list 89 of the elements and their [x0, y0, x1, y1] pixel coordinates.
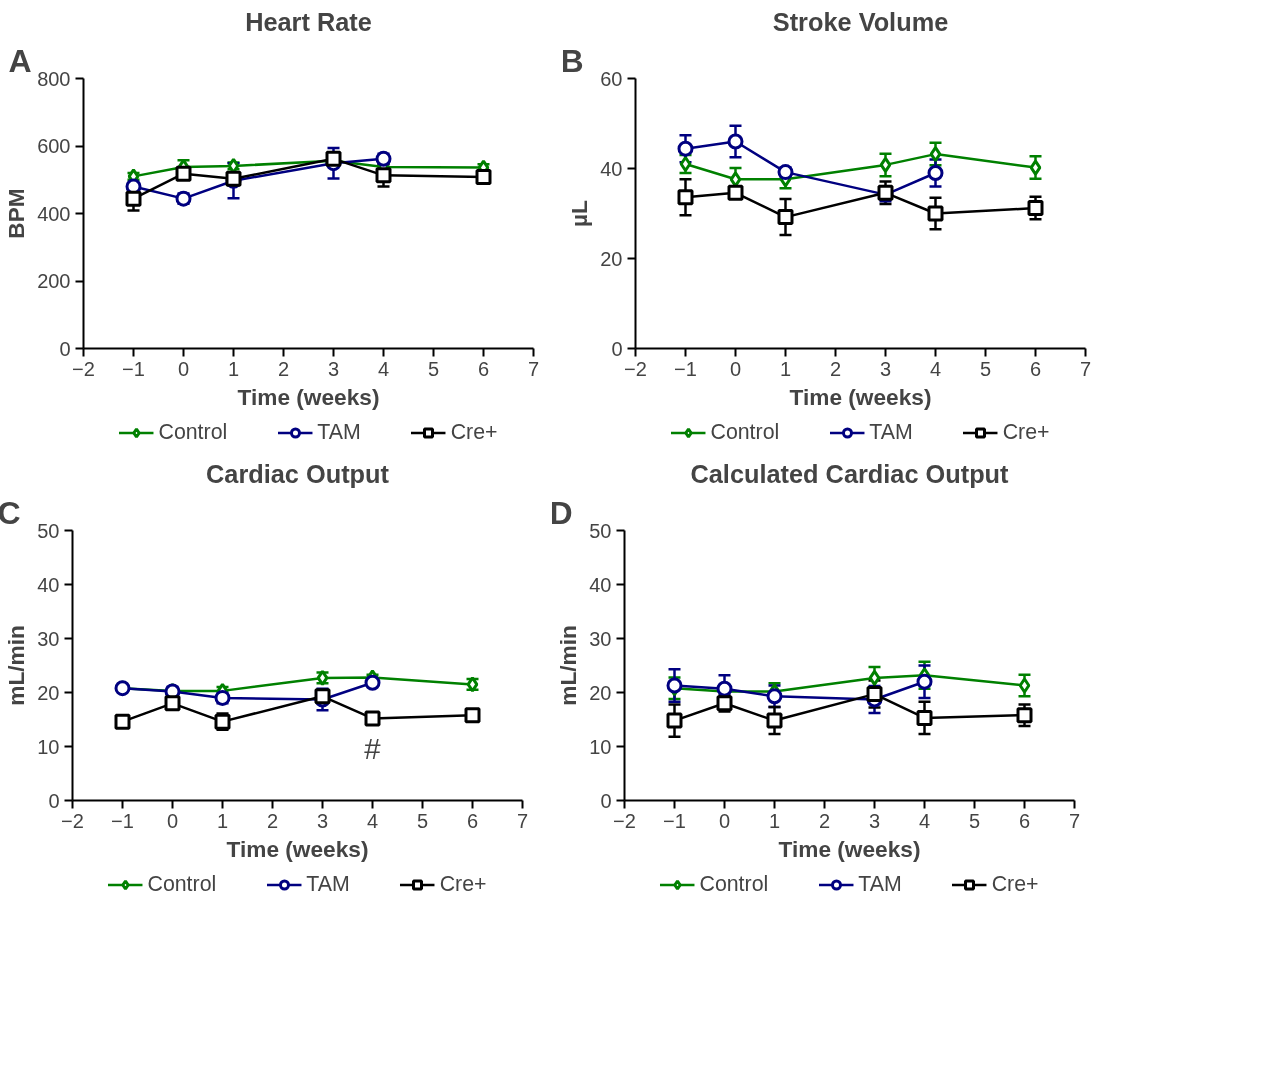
chart-title: Stroke Volume — [772, 7, 949, 36]
text: D — [549, 494, 573, 531]
y-tick-label: 50 — [37, 519, 60, 542]
x-tick-label: 5 — [427, 357, 440, 380]
x-axis-title: Time (weeks) — [237, 383, 380, 410]
y-tick-label: 10 — [589, 735, 612, 758]
legend-label: Control — [699, 871, 769, 897]
y-axis-title: mL/min — [3, 625, 30, 706]
x-tick-label: 7 — [1079, 357, 1092, 380]
y-tick-label: 0 — [600, 789, 612, 812]
x-tick-label: 2 — [266, 809, 279, 832]
x-tick-label: 1 — [216, 809, 229, 832]
x-tick-label: 4 — [377, 357, 390, 380]
x-tick-label: 1 — [779, 357, 792, 380]
x-tick-label: −2 — [61, 809, 84, 832]
chart-title: Heart Rate — [245, 7, 372, 36]
legend-label: Cre+ — [991, 871, 1039, 897]
x-tick-label: −1 — [663, 809, 686, 832]
x-tick-label: 2 — [829, 357, 842, 380]
legend-label: TAM — [858, 871, 902, 897]
chart-title: Cardiac Output — [206, 459, 390, 488]
x-axis-title: Time (weeks) — [226, 835, 369, 862]
y-tick-label: 600 — [37, 135, 71, 157]
x-tick-label: −2 — [72, 357, 95, 380]
legend-label: Cre+ — [450, 419, 498, 445]
x-tick-label: 0 — [729, 357, 742, 380]
legend-label: Control — [147, 871, 217, 897]
x-tick-label: 1 — [227, 357, 240, 380]
y-tick-label: 0 — [611, 337, 623, 360]
x-tick-label: 5 — [968, 809, 981, 832]
x-tick-label: 6 — [1029, 357, 1042, 380]
annotation: # — [364, 732, 382, 766]
legend-label: Cre+ — [439, 871, 487, 897]
y-tick-label: 200 — [37, 270, 71, 292]
x-tick-label: 2 — [277, 357, 290, 380]
y-tick-label: 40 — [600, 157, 623, 180]
legend-label: Control — [158, 419, 228, 445]
text: A — [8, 42, 32, 79]
x-tick-label: 6 — [477, 357, 490, 380]
x-tick-label: 7 — [516, 809, 529, 832]
x-tick-label: −2 — [613, 809, 636, 832]
x-tick-label: 6 — [1018, 809, 1031, 832]
y-tick-label: 800 — [37, 67, 71, 90]
x-tick-label: 4 — [918, 809, 931, 832]
y-tick-label: 50 — [589, 519, 612, 542]
y-tick-label: 40 — [589, 573, 612, 596]
chart-title: Calculated Cardiac Output — [690, 459, 1010, 488]
y-tick-label: 20 — [37, 681, 60, 704]
x-tick-label: 7 — [527, 357, 540, 380]
x-tick-label: 2 — [818, 809, 831, 832]
x-tick-label: 0 — [177, 357, 190, 380]
legend-label: Cre+ — [1002, 419, 1050, 445]
y-tick-label: 20 — [600, 247, 623, 270]
x-tick-label: 3 — [316, 809, 329, 832]
x-tick-label: 4 — [929, 357, 942, 380]
x-tick-label: 4 — [366, 809, 379, 832]
x-tick-label: 0 — [718, 809, 731, 832]
y-tick-label: 20 — [589, 681, 612, 704]
y-tick-label: 400 — [37, 202, 71, 225]
x-tick-label: 7 — [1068, 809, 1081, 832]
x-tick-label: 5 — [416, 809, 429, 832]
y-tick-label: 60 — [600, 67, 623, 90]
x-tick-label: −1 — [122, 357, 145, 380]
y-axis-title: mL/min — [555, 625, 582, 706]
x-axis-title: Time (weeks) — [789, 383, 932, 410]
y-axis-title: BPM — [3, 188, 30, 239]
x-tick-label: 1 — [768, 809, 781, 832]
y-axis-title: µL — [566, 199, 593, 227]
y-tick-label: 0 — [48, 789, 60, 812]
legend-label: TAM — [869, 419, 913, 445]
y-tick-label: 30 — [37, 627, 60, 650]
x-tick-label: −2 — [624, 357, 647, 380]
legend-label: Control — [710, 419, 780, 445]
x-tick-label: 5 — [979, 357, 992, 380]
text: B — [560, 42, 584, 79]
x-tick-label: 6 — [466, 809, 479, 832]
legend-label: TAM — [317, 419, 361, 445]
x-tick-label: 3 — [879, 357, 892, 380]
x-tick-label: −1 — [674, 357, 697, 380]
x-tick-label: 0 — [166, 809, 179, 832]
x-tick-label: 3 — [868, 809, 881, 832]
y-tick-label: 30 — [589, 627, 612, 650]
legend-label: TAM — [306, 871, 350, 897]
x-axis-title: Time (weeks) — [778, 835, 921, 862]
y-tick-label: 10 — [37, 735, 60, 758]
y-tick-label: 0 — [59, 337, 71, 360]
x-tick-label: 3 — [327, 357, 340, 380]
y-tick-label: 40 — [37, 573, 60, 596]
x-tick-label: −1 — [111, 809, 134, 832]
